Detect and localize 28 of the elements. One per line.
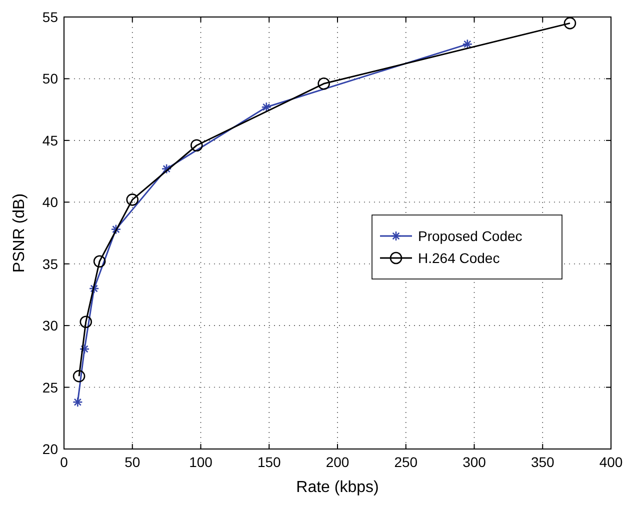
x-axis-title: Rate (kbps) xyxy=(296,479,379,496)
y-tick-label: 40 xyxy=(42,194,58,210)
y-axis-title: PSNR (dB) xyxy=(11,193,28,273)
point xyxy=(318,78,330,90)
y-tick-label: 55 xyxy=(42,9,58,25)
legend-label: Proposed Codec xyxy=(418,228,522,244)
y-tick-label: 45 xyxy=(42,132,58,148)
point xyxy=(126,194,139,206)
x-tick-label: 350 xyxy=(530,454,555,470)
y-tick-label: 20 xyxy=(42,441,58,457)
y-tick-label: 30 xyxy=(42,318,58,334)
x-tick-label: 0 xyxy=(60,454,68,470)
point xyxy=(190,139,203,152)
point xyxy=(80,316,92,328)
point xyxy=(564,17,576,30)
x-tick-label: 50 xyxy=(124,454,140,470)
y-tick-label: 50 xyxy=(42,70,58,87)
x-tick-label: 300 xyxy=(462,454,486,470)
x-tick-label: 200 xyxy=(326,454,350,470)
legend-label: H.264 Codec xyxy=(418,250,500,266)
x-tick-label: 400 xyxy=(599,454,623,470)
x-tick-label: 150 xyxy=(257,454,282,470)
x-tick-label: 250 xyxy=(394,454,418,470)
y-tick-label: 35 xyxy=(42,256,58,272)
point xyxy=(93,255,106,268)
y-tick-label: 25 xyxy=(42,379,58,396)
x-tick-label: 100 xyxy=(189,454,213,470)
point xyxy=(72,370,86,382)
